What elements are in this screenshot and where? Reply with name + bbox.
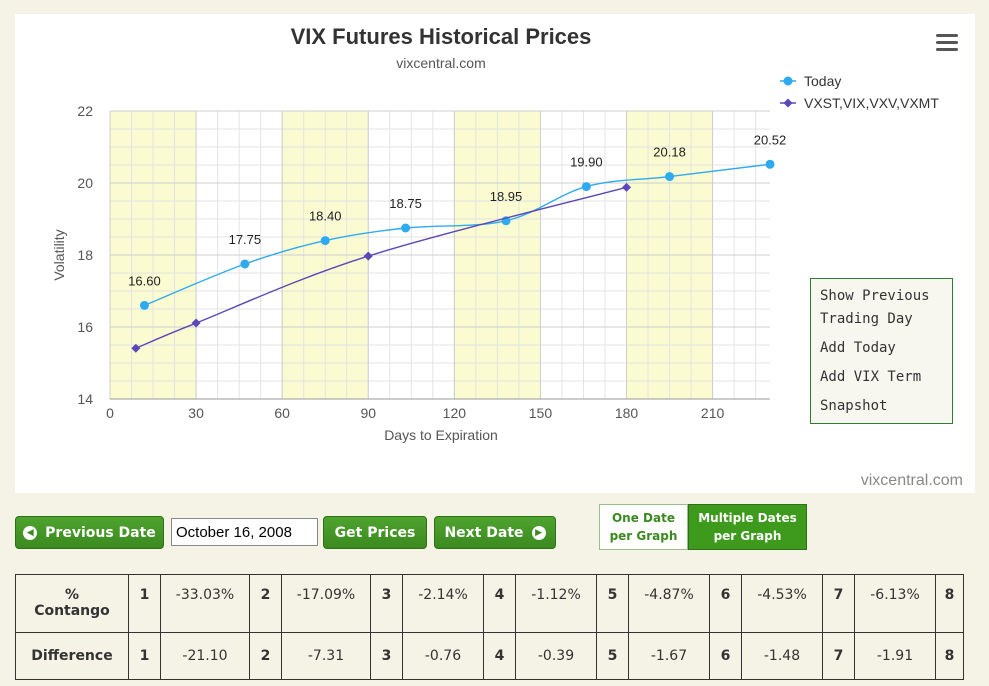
data-label: 18.95 bbox=[490, 189, 523, 204]
data-point bbox=[320, 236, 330, 246]
y-tick-label: 18 bbox=[77, 247, 93, 263]
month-number: 1 bbox=[128, 574, 161, 633]
x-tick-label: 210 bbox=[701, 405, 725, 421]
x-tick-label: 150 bbox=[529, 405, 553, 421]
data-label: 19.90 bbox=[570, 155, 603, 170]
difference-value: -1.67 bbox=[628, 632, 710, 680]
menu-item-show-previous[interactable]: Show Previous Trading Day bbox=[820, 288, 930, 327]
data-label: 16.60 bbox=[128, 273, 161, 288]
contango-value: -4.53% bbox=[741, 574, 823, 633]
multiple-dates-per-graph-toggle[interactable]: Multiple Dates per Graph bbox=[688, 504, 807, 550]
difference-value: -0.76 bbox=[402, 632, 484, 680]
month-number: 2 bbox=[249, 632, 282, 680]
y-tick-label: 14 bbox=[77, 391, 93, 407]
month-number: 5 bbox=[596, 574, 629, 633]
arrow-right-circle-icon: ▶ bbox=[531, 525, 546, 540]
data-label: 20.52 bbox=[754, 132, 787, 147]
contango-value: -33.03% bbox=[160, 574, 250, 633]
chart-subtitle: vixcentral.com bbox=[396, 55, 485, 71]
x-tick-label: 30 bbox=[188, 405, 204, 421]
y-axis-title: Volatility bbox=[51, 229, 67, 280]
data-point bbox=[622, 182, 632, 192]
x-tick-label: 120 bbox=[443, 405, 467, 421]
legend-label: VXST,VIX,VXV,VXMT bbox=[804, 95, 939, 111]
contango-label: % Contango bbox=[15, 574, 129, 633]
x-tick-label: 90 bbox=[360, 405, 376, 421]
x-axis-title: Days to Expiration bbox=[384, 427, 498, 443]
month-number: 8 bbox=[935, 574, 964, 633]
y-tick-label: 20 bbox=[77, 175, 93, 191]
data-point bbox=[240, 259, 250, 269]
one-date-per-graph-toggle[interactable]: One Date per Graph bbox=[599, 504, 688, 550]
chart-credit[interactable]: vixcentral.com bbox=[860, 472, 963, 489]
data-point bbox=[581, 182, 591, 192]
previous-date-button[interactable]: ◀ Previous Date bbox=[15, 516, 164, 549]
contango-value: -17.09% bbox=[281, 574, 371, 633]
menu-item-add-today[interactable]: Add Today bbox=[820, 340, 896, 356]
difference-row: Difference 1 -21.10 2 -7.31 3 -0.76 4 -0… bbox=[15, 632, 964, 680]
contango-table: % Contango 1 -33.03% 2 -17.09% 3 -2.14% … bbox=[15, 574, 964, 680]
chart: 14 16 18 20 22 0 30 60 90 120 150 180 210 VIX Futures… bbox=[51, 24, 939, 443]
chart-side-menu: Show Previous Trading Day Add Today Add … bbox=[810, 278, 953, 424]
menu-item-snapshot[interactable]: Snapshot bbox=[820, 398, 888, 414]
month-number: 7 bbox=[822, 632, 855, 680]
hamburger-menu-icon[interactable] bbox=[936, 34, 958, 52]
month-number: 1 bbox=[128, 632, 161, 680]
month-number: 2 bbox=[249, 574, 282, 633]
data-point bbox=[139, 300, 149, 310]
y-tick-label: 16 bbox=[77, 319, 93, 335]
menu-item-add-vix-term[interactable]: Add VIX Term bbox=[820, 369, 922, 385]
data-point bbox=[765, 159, 775, 169]
x-tick-label: 180 bbox=[615, 405, 639, 421]
data-label: 20.18 bbox=[653, 145, 686, 160]
month-number: 3 bbox=[370, 632, 403, 680]
difference-value: -1.91 bbox=[854, 632, 936, 680]
month-number: 6 bbox=[709, 632, 742, 680]
legend-marker bbox=[783, 76, 793, 86]
month-number: 7 bbox=[822, 574, 855, 633]
series-line bbox=[135, 186, 627, 349]
month-number: 4 bbox=[483, 632, 516, 680]
chart-title: VIX Futures Historical Prices bbox=[291, 24, 592, 49]
x-tick-label: 60 bbox=[274, 405, 290, 421]
y-tick-label: 22 bbox=[77, 103, 93, 119]
contango-value: -4.87% bbox=[628, 574, 710, 633]
get-prices-button[interactable]: Get Prices bbox=[323, 516, 427, 549]
month-number: 8 bbox=[935, 632, 964, 680]
month-number: 4 bbox=[483, 574, 516, 633]
data-point bbox=[191, 318, 201, 328]
contango-value: -1.12% bbox=[515, 574, 597, 633]
data-point bbox=[401, 223, 411, 233]
contango-value: -6.13% bbox=[854, 574, 936, 633]
next-date-button[interactable]: Next Date ▶ bbox=[434, 516, 556, 549]
series-line bbox=[144, 163, 771, 307]
x-tick-label: 0 bbox=[106, 405, 114, 421]
data-point bbox=[363, 251, 373, 261]
contango-value: -2.14% bbox=[402, 574, 484, 633]
difference-value: -21.10 bbox=[160, 632, 250, 680]
month-number: 6 bbox=[709, 574, 742, 633]
data-point bbox=[131, 343, 141, 353]
arrow-left-circle-icon: ◀ bbox=[23, 525, 38, 540]
data-label: 18.75 bbox=[389, 196, 422, 211]
difference-value: -0.39 bbox=[515, 632, 597, 680]
difference-value: -1.48 bbox=[741, 632, 823, 680]
date-input[interactable] bbox=[171, 518, 318, 546]
legend-marker bbox=[783, 98, 793, 108]
month-number: 5 bbox=[596, 632, 629, 680]
contango-row: % Contango 1 -33.03% 2 -17.09% 3 -2.14% … bbox=[15, 574, 964, 633]
data-point bbox=[665, 172, 675, 182]
legend-label: Today bbox=[804, 73, 841, 89]
month-number: 3 bbox=[370, 574, 403, 633]
data-label: 18.40 bbox=[309, 209, 342, 224]
chart-panel: 14 16 18 20 22 0 30 60 90 120 150 180 210 VIX Futures… bbox=[15, 14, 975, 493]
data-label: 17.75 bbox=[229, 232, 262, 247]
difference-label: Difference bbox=[15, 632, 129, 680]
difference-value: -7.31 bbox=[281, 632, 371, 680]
